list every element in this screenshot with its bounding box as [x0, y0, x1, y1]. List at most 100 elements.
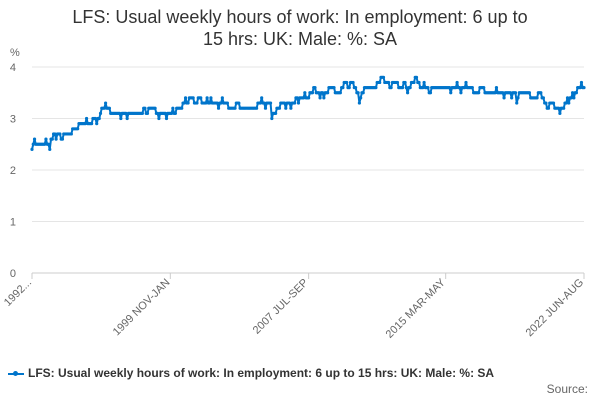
y-tick-label: 3	[10, 114, 16, 126]
data-point	[546, 106, 551, 110]
data-point	[565, 96, 570, 100]
data-point	[539, 91, 543, 95]
data-point	[470, 86, 474, 90]
data-point	[157, 116, 161, 121]
data-point	[557, 106, 561, 110]
data-point	[204, 101, 208, 105]
data-point	[567, 101, 571, 105]
data-point	[237, 101, 241, 105]
data-point	[374, 86, 378, 90]
data-point	[260, 96, 264, 100]
data-point	[345, 80, 349, 85]
data-point	[163, 111, 167, 115]
data-point	[255, 106, 259, 110]
data-point	[458, 86, 462, 90]
data-point	[191, 96, 195, 100]
data-point	[164, 116, 169, 121]
chart-title: LFS: Usual weekly hours of work: In empl…	[72, 7, 528, 49]
data-point	[180, 106, 184, 110]
data-point	[270, 116, 274, 121]
data-point	[58, 132, 62, 136]
data-point	[60, 137, 65, 141]
data-point	[403, 80, 407, 85]
gridlines	[32, 66, 584, 222]
data-point	[570, 91, 575, 95]
data-point	[69, 132, 73, 136]
data-point	[93, 116, 98, 121]
data-point	[417, 80, 421, 85]
data-point	[183, 96, 188, 100]
data-point	[579, 80, 584, 85]
data-point	[386, 80, 391, 85]
data-point	[195, 101, 199, 105]
data-point	[502, 96, 506, 100]
x-tick-label: 1999 NOV-JAN	[111, 277, 173, 339]
data-point	[516, 96, 520, 100]
data-point	[501, 91, 505, 95]
data-point	[515, 101, 519, 105]
data-point	[171, 106, 175, 110]
data-point	[406, 91, 410, 95]
data-point	[574, 91, 578, 95]
data-point	[361, 91, 365, 95]
data-point	[378, 80, 382, 85]
data-point	[205, 96, 209, 100]
data-point	[353, 86, 358, 90]
data-point	[284, 106, 288, 110]
data-point	[104, 101, 108, 105]
data-point	[572, 96, 576, 100]
data-point	[541, 96, 545, 100]
data-point	[426, 86, 430, 90]
data-point	[102, 106, 106, 110]
data-point	[357, 101, 361, 105]
data-point	[421, 86, 425, 90]
data-point	[303, 91, 307, 95]
data-point	[395, 80, 400, 85]
data-point	[84, 116, 89, 121]
data-point	[356, 91, 360, 95]
data-point	[527, 91, 532, 95]
y-tick-label: 0	[10, 268, 16, 280]
data-point	[225, 101, 230, 105]
data-point	[322, 96, 326, 100]
data-point	[216, 106, 221, 110]
data-point	[569, 96, 573, 100]
legend-line-marker-icon	[8, 369, 24, 379]
data-point	[289, 106, 293, 110]
data-point	[562, 106, 566, 110]
data-point	[220, 96, 224, 100]
data-point	[293, 101, 297, 105]
data-point	[463, 86, 467, 90]
data-point	[274, 111, 278, 115]
data-point	[107, 106, 112, 110]
data-point	[389, 86, 393, 90]
data-point	[307, 96, 311, 100]
data-point	[493, 91, 497, 95]
data-point	[83, 122, 87, 126]
data-point	[186, 101, 190, 105]
data-point	[277, 106, 282, 110]
data-point	[454, 86, 458, 90]
data-point	[412, 80, 416, 85]
data-point	[558, 111, 562, 115]
data-point	[332, 86, 336, 90]
data-point	[404, 86, 408, 90]
data-point	[288, 101, 292, 105]
data-point	[76, 127, 80, 131]
data-point	[95, 122, 99, 126]
data-point	[119, 116, 123, 121]
data-point	[381, 75, 386, 79]
data-point	[140, 111, 144, 115]
data-point	[50, 137, 54, 141]
data-point	[313, 86, 317, 90]
data-point	[53, 132, 57, 136]
data-point	[318, 96, 322, 100]
data-point	[359, 96, 363, 100]
data-point	[310, 91, 315, 95]
legend[interactable]: LFS: Usual weekly hours of work: In empl…	[8, 366, 596, 380]
data-point	[215, 101, 219, 105]
data-point	[32, 137, 37, 141]
data-point	[326, 91, 330, 95]
x-tick-label: 2022 JUN-AUG	[524, 277, 587, 340]
data-point	[564, 101, 568, 105]
